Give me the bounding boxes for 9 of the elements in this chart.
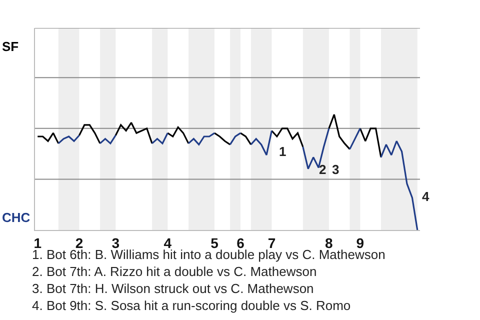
annotation: 2: [319, 162, 326, 177]
text: 4. Bot 9th: S. Sosa hit a run-scoring double vs S. Romo: [32, 298, 351, 313]
text: CHC: [2, 210, 31, 225]
text: 3. Bot 7th: H. Wilson struck out vs C. Mathewson: [32, 281, 314, 296]
annotation: 1: [279, 144, 286, 159]
text: 2. Bot 7th: A. Rizzo hit a double vs C. Mathewson: [32, 264, 317, 279]
text: 4: [422, 189, 430, 204]
text: SF: [2, 39, 19, 54]
annotation: 3: [332, 162, 340, 177]
